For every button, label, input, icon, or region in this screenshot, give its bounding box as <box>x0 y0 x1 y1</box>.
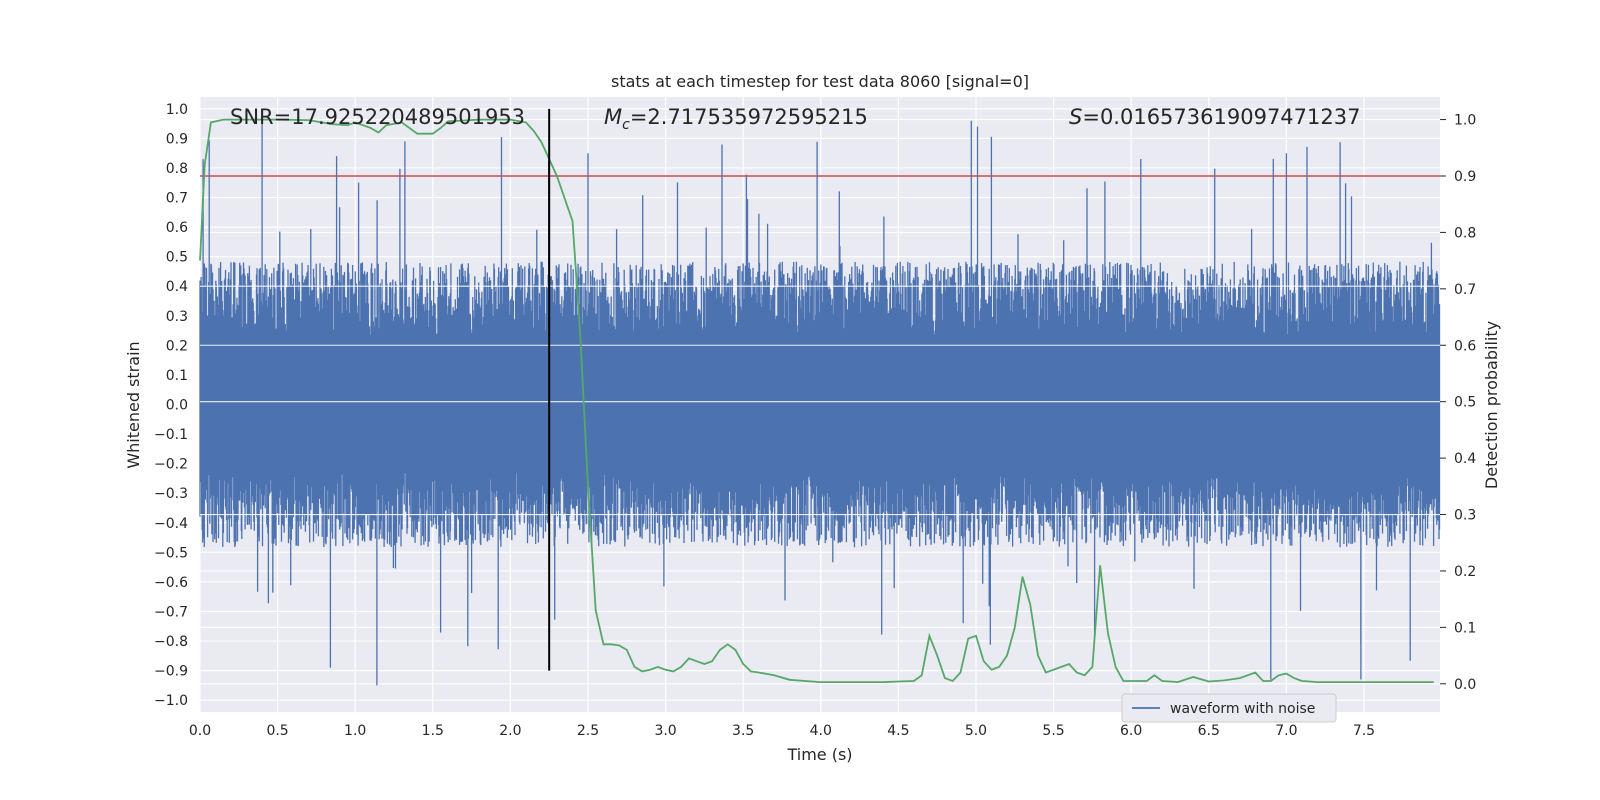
x-tick-label: 2.0 <box>499 723 521 739</box>
y-tick-label: −0.4 <box>154 516 188 532</box>
y-tick-label: −0.9 <box>154 664 188 680</box>
y-right-tick-label: 0.2 <box>1454 564 1476 580</box>
waveform-line <box>199 108 1441 686</box>
detection-probability-line <box>199 118 1434 684</box>
overlay-lines <box>199 108 1440 684</box>
y-tick-label: −1.0 <box>154 693 188 709</box>
x-tick-label: 7.5 <box>1353 723 1375 739</box>
y-tick-label: 0.1 <box>166 368 188 384</box>
x-axis-label: Time (s) <box>786 745 852 764</box>
y-right-tick-label: 0.8 <box>1454 225 1476 241</box>
chirp-mass-annotation: Mc=2.717535972595215 <box>604 105 868 133</box>
snr-annotation: SNR=17.925220489501953 <box>230 105 525 129</box>
x-tick-label: 4.0 <box>810 723 832 739</box>
x-tick-label: 1.0 <box>344 723 366 739</box>
x-tick-label: 6.5 <box>1198 723 1220 739</box>
x-tick-label: 3.0 <box>654 723 676 739</box>
x-tick-label: 6.0 <box>1120 723 1142 739</box>
x-tick-label: 0.5 <box>266 723 288 739</box>
x-tick-label: 2.5 <box>577 723 599 739</box>
x-tick-label: 3.5 <box>732 723 754 739</box>
x-tick-label: 5.0 <box>965 723 987 739</box>
y-tick-label: 0.3 <box>166 309 188 325</box>
legend-label: waveform with noise <box>1170 701 1315 717</box>
x-tick-label: 0.0 <box>189 723 211 739</box>
y-axis-label: Whitened strain <box>124 341 143 468</box>
y-right-tick-label: 0.4 <box>1454 451 1476 467</box>
legend: waveform with noise <box>1121 693 1337 723</box>
y-tick-label: 1.0 <box>166 102 188 118</box>
legend-box <box>1121 693 1337 723</box>
y-tick-label: −0.8 <box>154 634 188 650</box>
y-tick-label: 0.5 <box>166 250 188 266</box>
y-tick-label: −0.1 <box>154 427 188 443</box>
y-tick-label: 0.6 <box>166 220 188 236</box>
y-right-tick-label: 0.5 <box>1454 395 1476 411</box>
chart-title: stats at each timestep for test data 806… <box>611 72 1029 91</box>
y-right-tick-label: 0.7 <box>1454 282 1476 298</box>
y-right-tick-label: 0.9 <box>1454 169 1476 185</box>
y-tick-label: 0.0 <box>166 398 188 414</box>
x-tick-label: 5.5 <box>1042 723 1064 739</box>
x-tick-label: 4.5 <box>887 723 909 739</box>
y-tick-label: 0.4 <box>166 279 188 295</box>
y-tick-label: −0.7 <box>154 604 188 620</box>
waveform-series <box>199 108 1441 686</box>
y-tick-label: 0.8 <box>166 161 188 177</box>
y-tick-label: −0.3 <box>154 486 188 502</box>
y-tick-label: −0.2 <box>154 457 188 473</box>
x-tick-label: 1.5 <box>422 723 444 739</box>
y-tick-label: 0.2 <box>166 338 188 354</box>
x-tick-label: 7.0 <box>1275 723 1297 739</box>
y-right-tick-label: 0.1 <box>1454 620 1476 636</box>
y-axis-right-label: Detection probability <box>1482 321 1501 489</box>
axis-ticks: 0.0 0.5 1.0 1.5 2.0 2.5 3.0 3.5 4.0 4.5 5.0 5.5 6.0 6… <box>154 102 1476 739</box>
y-tick-label: 0.9 <box>166 131 188 147</box>
y-right-tick-label: 0.3 <box>1454 508 1476 524</box>
y-tick-label: −0.5 <box>154 545 188 561</box>
y-right-tick-label: 0.6 <box>1454 338 1476 354</box>
y-tick-label: 0.7 <box>166 191 188 207</box>
y-right-tick-label: 1.0 <box>1454 113 1476 129</box>
y-tick-label: −0.6 <box>154 575 188 591</box>
y-right-tick-label: 0.0 <box>1454 677 1476 693</box>
s-annotation: S=0.016573619097471237 <box>1069 105 1360 129</box>
